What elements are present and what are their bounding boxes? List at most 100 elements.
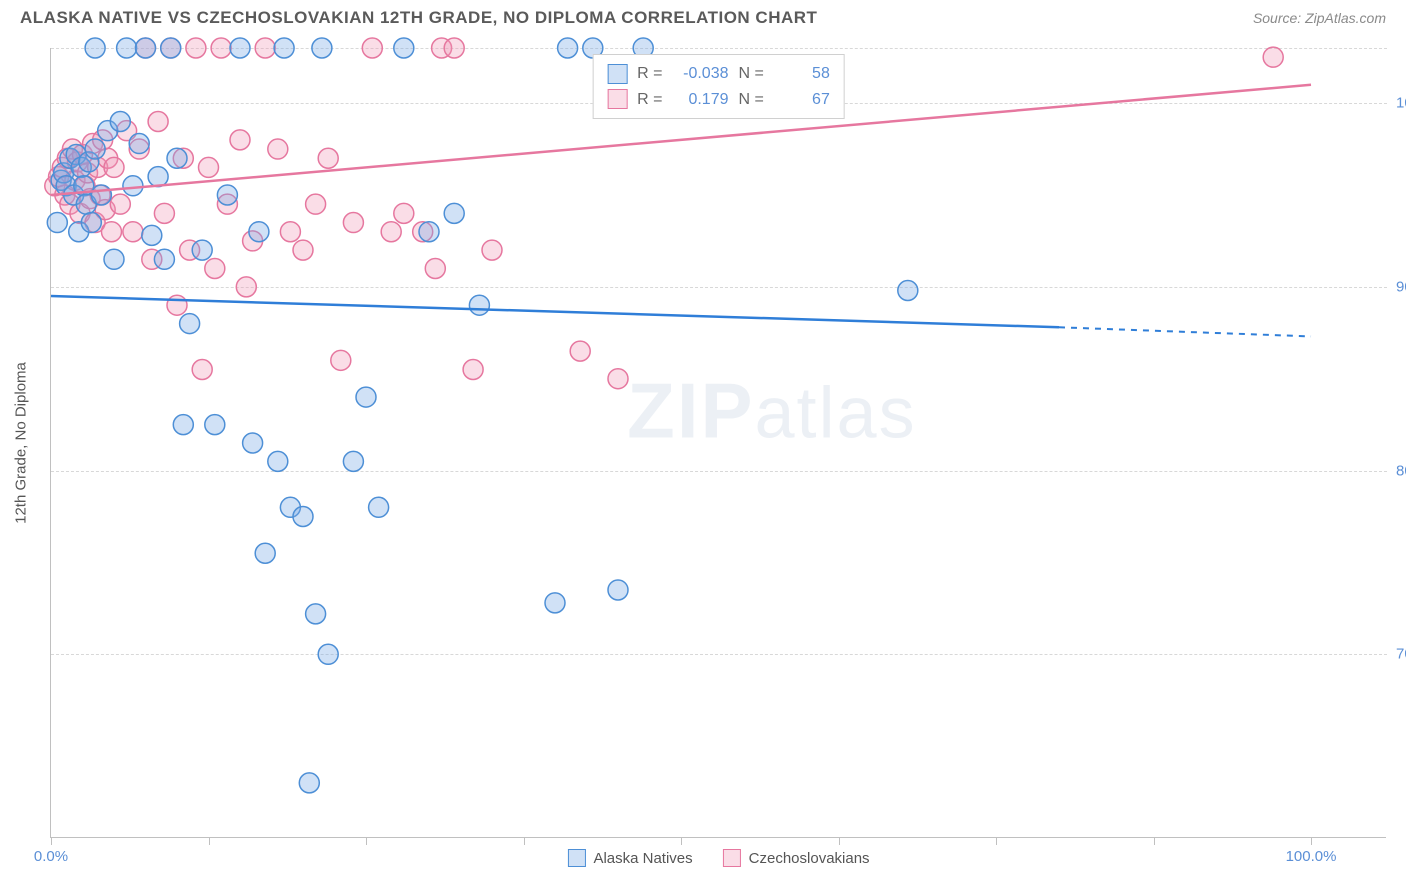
data-point-czech (192, 360, 212, 380)
data-point-czech (331, 350, 351, 370)
data-point-czech (343, 213, 363, 233)
data-point-alaska (419, 222, 439, 242)
data-point-alaska (608, 580, 628, 600)
data-point-czech (199, 157, 219, 177)
data-point-alaska (299, 773, 319, 793)
data-point-alaska (230, 38, 250, 58)
data-point-czech (293, 240, 313, 260)
x-tick-label: 100.0% (1286, 848, 1337, 865)
legend-bottom: Alaska Natives Czechoslovakians (567, 849, 869, 867)
data-point-alaska (369, 497, 389, 517)
x-tick (524, 837, 525, 845)
data-point-czech (255, 38, 275, 58)
data-point-alaska (161, 38, 181, 58)
data-point-czech (444, 38, 464, 58)
data-point-alaska (192, 240, 212, 260)
data-point-czech (306, 194, 326, 214)
data-point-czech (463, 360, 483, 380)
data-point-alaska (154, 249, 174, 269)
stats-swatch-alaska (607, 64, 627, 84)
data-point-czech (482, 240, 502, 260)
data-point-alaska (91, 185, 111, 205)
data-point-alaska (469, 295, 489, 315)
legend-label-czech: Czechoslovakians (749, 850, 870, 867)
y-tick-label: 90.0% (1396, 278, 1406, 295)
data-point-czech (570, 341, 590, 361)
data-point-alaska (47, 213, 67, 233)
legend-swatch-alaska (567, 849, 585, 867)
data-point-czech (280, 222, 300, 242)
data-point-alaska (180, 314, 200, 334)
data-point-czech (167, 295, 187, 315)
legend-item-alaska: Alaska Natives (567, 849, 692, 867)
data-point-czech (1263, 47, 1283, 67)
data-point-czech (362, 38, 382, 58)
data-point-alaska (306, 604, 326, 624)
data-point-alaska (356, 387, 376, 407)
data-point-czech (236, 277, 256, 297)
data-point-alaska (255, 543, 275, 563)
data-point-alaska (85, 38, 105, 58)
data-point-alaska (394, 38, 414, 58)
data-point-czech (205, 258, 225, 278)
data-point-alaska (123, 176, 143, 196)
data-point-alaska (274, 38, 294, 58)
data-point-czech (148, 111, 168, 131)
x-tick (681, 837, 682, 845)
data-point-czech (123, 222, 143, 242)
data-point-alaska (293, 506, 313, 526)
stats-row-czech: R = 0.179 N = 67 (607, 87, 830, 113)
data-point-alaska (898, 281, 918, 301)
stats-row-alaska: R = -0.038 N = 58 (607, 61, 830, 87)
data-point-czech (154, 203, 174, 223)
data-point-alaska (249, 222, 269, 242)
data-point-alaska (167, 148, 187, 168)
stats-legend-box: R = -0.038 N = 58 R = 0.179 N = 67 (592, 54, 845, 119)
x-tick-label: 0.0% (34, 848, 68, 865)
data-point-alaska (85, 139, 105, 159)
legend-label-alaska: Alaska Natives (593, 850, 692, 867)
data-point-alaska (343, 451, 363, 471)
chart-container: 12th Grade, No Diploma 70.0%80.0%90.0%10… (50, 48, 1386, 838)
data-point-alaska (268, 451, 288, 471)
y-axis-label: 12th Grade, No Diploma (13, 362, 30, 524)
x-tick (1154, 837, 1155, 845)
data-point-alaska (312, 38, 332, 58)
data-point-alaska (136, 38, 156, 58)
legend-item-czech: Czechoslovakians (723, 849, 870, 867)
plot-area (51, 48, 1311, 838)
data-point-alaska (217, 185, 237, 205)
data-point-czech (186, 38, 206, 58)
data-point-alaska (318, 644, 338, 664)
data-point-alaska (148, 167, 168, 187)
data-point-alaska (129, 134, 149, 154)
data-point-alaska (81, 213, 101, 233)
data-point-alaska (558, 38, 578, 58)
y-tick-label: 80.0% (1396, 462, 1406, 479)
data-point-czech (425, 258, 445, 278)
y-tick-label: 70.0% (1396, 646, 1406, 663)
data-point-czech (211, 38, 231, 58)
data-point-alaska (104, 249, 124, 269)
data-point-czech (608, 369, 628, 389)
data-point-alaska (173, 415, 193, 435)
x-tick (51, 837, 52, 845)
x-tick (996, 837, 997, 845)
x-tick (366, 837, 367, 845)
chart-title: ALASKA NATIVE VS CZECHOSLOVAKIAN 12TH GR… (20, 8, 817, 28)
data-point-czech (318, 148, 338, 168)
data-point-czech (230, 130, 250, 150)
y-tick-label: 100.0% (1396, 95, 1406, 112)
legend-swatch-czech (723, 849, 741, 867)
stats-swatch-czech (607, 89, 627, 109)
data-point-czech (268, 139, 288, 159)
data-point-czech (110, 194, 130, 214)
data-point-alaska (444, 203, 464, 223)
data-point-alaska (205, 415, 225, 435)
x-tick (839, 837, 840, 845)
x-tick (1311, 837, 1312, 845)
data-point-alaska (142, 225, 162, 245)
source-label: Source: ZipAtlas.com (1253, 10, 1386, 26)
data-point-czech (394, 203, 414, 223)
data-point-czech (101, 222, 121, 242)
